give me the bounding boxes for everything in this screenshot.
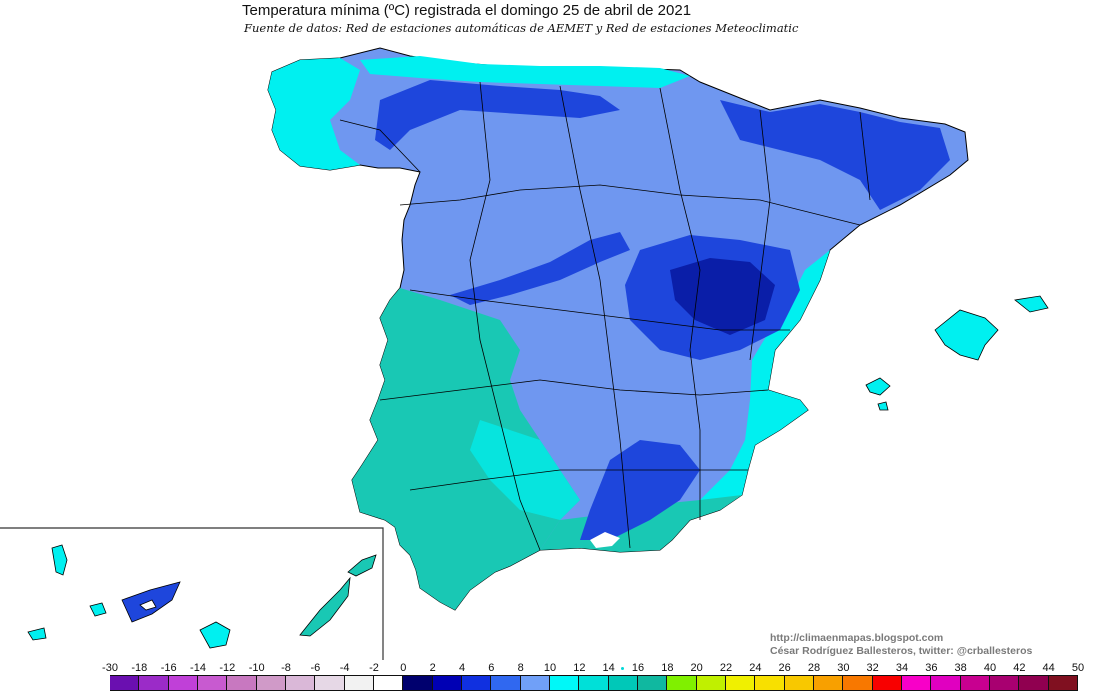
legend-swatch <box>843 676 873 690</box>
legend-swatch <box>315 676 345 690</box>
legend-label: 50 <box>1071 662 1085 674</box>
legend-label: -2 <box>369 662 379 674</box>
legend-swatch <box>462 676 492 690</box>
legend-swatch <box>960 676 990 690</box>
legend-swatch <box>872 676 902 690</box>
legend-label: -30 <box>102 662 118 674</box>
legend-swatch <box>110 676 140 690</box>
legend-swatch <box>638 676 668 690</box>
legend-swatch <box>931 676 961 690</box>
zone-central-system-cold <box>450 232 630 305</box>
legend-label: 12 <box>573 662 586 674</box>
legend-label: 8 <box>517 662 524 674</box>
canary-islands <box>27 544 377 649</box>
legend-swatch <box>696 676 726 690</box>
zone-cantabrian-cold <box>375 80 620 150</box>
gran-canaria <box>199 621 231 649</box>
temperature-map <box>27 47 1049 649</box>
legend-swatch <box>608 676 638 690</box>
fuerteventura <box>299 576 351 637</box>
legend-label: 42 <box>1013 662 1026 674</box>
zone-iberian-system-very-cold <box>670 258 775 335</box>
mallorca <box>934 309 999 361</box>
map-title: Temperatura mínima (ºC) registrada el do… <box>242 2 692 19</box>
legend-label: 26 <box>778 662 791 674</box>
legend-swatch <box>667 676 697 690</box>
legend-label: 16 <box>631 662 645 674</box>
legend-label: -16 <box>160 662 177 674</box>
credit-author: César Rodríguez Ballesteros, twitter: @c… <box>770 645 1033 657</box>
legend-swatch <box>286 676 316 690</box>
legend-swatch <box>168 676 198 690</box>
legend-label: 4 <box>458 662 466 674</box>
legend-swatch <box>432 676 462 690</box>
balearic-islands <box>865 295 1049 411</box>
legend-label: -4 <box>339 662 350 674</box>
legend-label: 36 <box>925 662 938 674</box>
legend-swatch <box>403 676 433 690</box>
legend-swatch <box>726 676 756 690</box>
legend-label: -14 <box>190 662 206 674</box>
la-palma <box>51 544 68 576</box>
legend-swatch <box>256 676 286 690</box>
legend-swatch <box>550 676 580 690</box>
legend-swatch <box>198 676 228 690</box>
legend-label: 0 <box>400 662 407 674</box>
legend-swatch <box>1019 676 1049 690</box>
legend-label: 14 <box>602 662 615 674</box>
legend-label: -18 <box>131 662 148 674</box>
zone-south-mild <box>470 420 580 520</box>
zone-north-coast <box>360 56 690 88</box>
province-borders <box>339 81 871 551</box>
legend-swatch <box>139 676 169 690</box>
zone-east-coast-mild <box>700 250 830 510</box>
legend-swatch <box>990 676 1020 690</box>
legend-label: -10 <box>248 662 265 674</box>
legend-label: 6 <box>488 662 495 674</box>
zone-betic-cold <box>580 440 700 540</box>
legend-swatch <box>814 676 844 690</box>
legend-label: -6 <box>310 662 321 674</box>
legend-swatch <box>344 676 374 690</box>
legend-swatch <box>520 676 550 690</box>
legend-label: 30 <box>837 662 850 674</box>
legend-label: 28 <box>807 662 821 674</box>
legend-swatch <box>784 676 814 690</box>
legend-label: 2 <box>429 662 436 674</box>
zone-southwest-warm <box>352 288 580 610</box>
legend-label: 22 <box>719 662 733 674</box>
legend-swatch <box>227 676 257 690</box>
legend-label: 34 <box>895 662 909 674</box>
iberian-peninsula <box>267 47 969 611</box>
legend-label: 18 <box>661 662 674 674</box>
lanzarote <box>347 554 377 577</box>
legend-marker-dot <box>621 667 624 670</box>
map-subtitle: Fuente de datos: Red de estaciones autom… <box>244 21 799 35</box>
legend-swatch <box>579 676 609 690</box>
la-gomera <box>89 602 107 617</box>
legend-swatch <box>1048 676 1078 690</box>
legend-label: 44 <box>1042 662 1055 674</box>
zone-pyrenees-cold <box>720 100 950 210</box>
ibiza <box>865 377 891 396</box>
legend-swatch <box>755 676 785 690</box>
legend-label: 10 <box>543 662 557 674</box>
legend-label: 40 <box>983 662 997 674</box>
legend-label: 24 <box>749 662 762 674</box>
legend-label: 32 <box>866 662 879 674</box>
el-hierro <box>27 627 47 641</box>
legend-swatch <box>491 676 521 690</box>
legend-label: 38 <box>954 662 967 674</box>
formentera <box>877 401 889 411</box>
menorca <box>1014 295 1049 313</box>
zone-sierra-nevada-snow <box>590 532 620 548</box>
legend-swatch <box>902 676 932 690</box>
legend-label: 20 <box>690 662 703 674</box>
legend-label: -8 <box>281 662 291 674</box>
zone-northwest-mild <box>268 58 360 170</box>
legend-label: -12 <box>219 662 236 674</box>
legend-swatch <box>374 676 404 690</box>
credit-blog-url: http://climaenmapas.blogspot.com <box>770 632 944 644</box>
